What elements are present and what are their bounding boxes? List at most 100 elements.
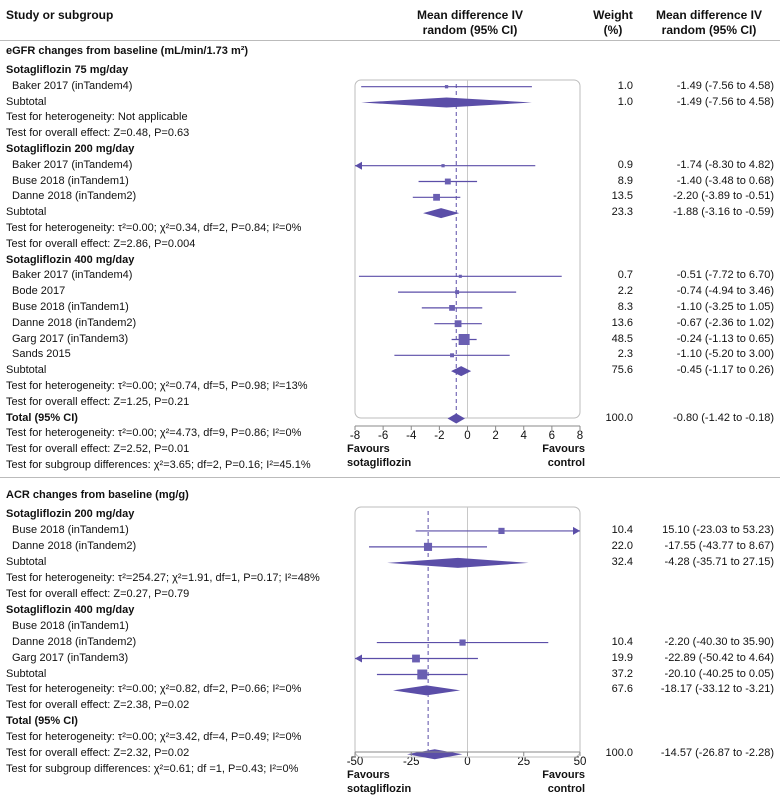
- effect-square: [454, 320, 462, 328]
- weight-value: 23.3: [611, 206, 633, 219]
- effect-square: [449, 305, 455, 311]
- md-ci-value: -1.88 (-3.16 to -0.59): [673, 206, 774, 219]
- row-label: Test for subgroup differences: χ²=0.61; …: [6, 763, 299, 776]
- effect-square: [412, 654, 420, 663]
- md-ci-value: -1.49 (-7.56 to 4.58): [676, 79, 774, 92]
- x-tick-label: 25: [517, 756, 531, 768]
- row-label: Test for overall effect: Z=2.38, P=0.02: [6, 699, 190, 712]
- row-label: Test for heterogeneity: τ²=0.00; χ²=3.42…: [6, 731, 302, 744]
- column-header-md-text: Mean difference IV random (95% CI): [655, 8, 763, 37]
- effect-square: [450, 353, 455, 358]
- study-label: Garg 2017 (inTandem3): [12, 651, 129, 664]
- md-ci-value: -17.55 (-43.77 to 8.67): [664, 539, 774, 552]
- effect-square: [458, 334, 470, 345]
- weight-value: 100.0: [605, 411, 633, 424]
- study-label: Buse 2018 (inTandem1): [12, 174, 129, 187]
- md-ci-value: -0.51 (-7.72 to 6.70): [676, 269, 774, 282]
- weight-value: 19.9: [611, 651, 633, 664]
- x-tick-label: 8: [576, 430, 584, 442]
- md-ci-value: -1.10 (-3.25 to 1.05): [676, 301, 774, 313]
- md-ci-value: -1.10 (-5.20 to 3.00): [676, 348, 774, 361]
- x-tick-label: 0: [464, 756, 471, 768]
- study-label: Baker 2017 (inTandem4): [12, 269, 133, 282]
- x-tick-label: -50: [346, 756, 364, 768]
- weight-value: 22.0: [611, 539, 633, 552]
- row-label: Test for overall effect: Z=0.27, P=0.79: [6, 587, 190, 600]
- row-label: Test for heterogeneity: τ²=0.00; χ²=0.34…: [6, 222, 302, 234]
- ci-arrow-left: [355, 654, 362, 663]
- weight-value: 13.6: [611, 316, 633, 329]
- favours-right-label: Favours: [542, 443, 585, 455]
- pooled-diamond: [392, 685, 461, 696]
- weight-value: 75.6: [611, 364, 633, 377]
- weight-value: 67.6: [611, 683, 633, 696]
- study-label: Danne 2018 (inTandem2): [12, 316, 137, 329]
- effect-square: [423, 542, 433, 551]
- effect-square: [459, 639, 466, 646]
- md-ci-value: -2.20 (-40.30 to 35.90): [664, 635, 774, 648]
- x-tick-label: 2: [492, 430, 499, 442]
- favours-left-label: Favours: [347, 443, 390, 455]
- weight-value: 32.4: [611, 555, 633, 568]
- row-label: Test for subgroup differences: χ²=3.65; …: [6, 459, 311, 471]
- study-label: Baker 2017 (inTandem4): [12, 79, 133, 92]
- x-tick-label: 50: [573, 756, 587, 768]
- row-label: Test for heterogeneity: τ²=0.00; χ²=0.82…: [6, 683, 302, 696]
- subgroup-label: Sotagliflozin 400 mg/day: [6, 253, 135, 266]
- x-tick-label: -4: [406, 430, 417, 442]
- effect-square: [444, 85, 449, 89]
- md-ci-value: -1.40 (-3.48 to 0.68): [676, 174, 774, 187]
- study-label: Baker 2017 (inTandem4): [12, 158, 133, 171]
- subgroup-label: Sotagliflozin 200 mg/day: [6, 143, 135, 155]
- favours-left-label: Favours: [347, 769, 390, 781]
- weight-value: 0.7: [617, 269, 633, 282]
- weight-value: 2.2: [617, 285, 633, 298]
- weight-value: 0.9: [617, 158, 633, 171]
- study-label: Buse 2018 (inTandem1): [12, 301, 129, 313]
- section-title: ACR changes from baseline (mg/g): [6, 489, 189, 501]
- row-label: Buse 2018 (inTandem1): [12, 619, 129, 632]
- md-ci-value: -0.67 (-2.36 to 1.02): [676, 316, 774, 329]
- x-tick-label: 4: [520, 430, 527, 442]
- effect-square: [433, 193, 440, 201]
- section-title: eGFR changes from baseline (mL/min/1.73 …: [6, 45, 249, 57]
- md-ci-value: 15.10 (-23.03 to 53.23): [662, 523, 774, 536]
- md-ci-value: -20.10 (-40.25 to 0.05): [664, 667, 774, 680]
- weight-value: 10.4: [611, 523, 633, 536]
- favours-right-label: control: [547, 457, 585, 469]
- row-label: Subtotal: [6, 364, 47, 377]
- md-ci-value: -18.17 (-33.12 to -3.21): [660, 683, 774, 696]
- row-label: Test for overall effect: Z=2.32, P=0.02: [6, 747, 190, 760]
- row-label: Subtotal: [6, 667, 47, 680]
- row-label: Total (95% CI): [6, 715, 78, 728]
- row-label: Test for heterogeneity: Not applicable: [6, 111, 188, 124]
- section-divider: [0, 477, 780, 478]
- favours-left-label: sotagliflozin: [347, 783, 412, 795]
- md-ci-value: -14.57 (-26.87 to -2.28): [660, 747, 774, 760]
- subgroup-label: Sotagliflozin 75 mg/day: [6, 64, 129, 76]
- column-header-md-graph: Mean difference IV random (95% CI): [416, 8, 524, 37]
- effect-square: [417, 669, 428, 680]
- x-tick-label: 6: [548, 430, 556, 442]
- md-ci-value: -4.28 (-35.71 to 27.15): [664, 555, 774, 568]
- column-header-weight: Weight (%): [593, 8, 633, 37]
- pooled-diamond: [387, 557, 529, 568]
- study-label: Sands 2015: [12, 348, 71, 361]
- row-label: Subtotal: [6, 206, 47, 219]
- pooled-diamond: [451, 366, 472, 377]
- subgroup-label: Sotagliflozin 400 mg/day: [6, 603, 135, 616]
- subgroup-label: Sotagliflozin 200 mg/day: [6, 508, 135, 520]
- effect-square: [441, 164, 445, 168]
- x-tick-label: -25: [402, 756, 420, 768]
- x-tick-label: 0: [464, 430, 471, 442]
- md-ci-value: -1.74 (-8.30 to 4.82): [676, 158, 774, 171]
- favours-left-label: sotagliflozin: [347, 457, 412, 469]
- md-ci-value: -0.80 (-1.42 to -0.18): [673, 411, 774, 424]
- md-ci-value: -1.49 (-7.56 to 4.58): [676, 95, 774, 108]
- md-ci-value: -0.74 (-4.94 to 3.46): [676, 285, 774, 298]
- row-label: Test for overall effect: Z=0.48, P=0.63: [6, 127, 190, 140]
- row-label: Total (95% CI): [6, 411, 78, 424]
- study-label: Danne 2018 (inTandem2): [12, 539, 137, 552]
